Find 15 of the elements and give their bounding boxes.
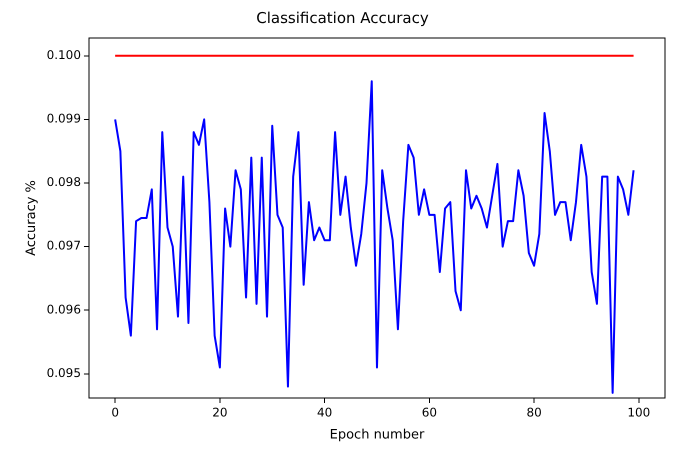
x-tick-label: 80 [526, 405, 542, 420]
y-tick-label: 0.099 [46, 112, 81, 126]
x-axis-title: Epoch number [330, 428, 425, 443]
y-axis-title: Accuracy % [24, 180, 40, 256]
y-tick-label: 0.097 [46, 238, 81, 253]
chart-title: Classification Accuracy [256, 8, 429, 27]
y-tick-label: 0.098 [46, 175, 81, 190]
x-tick-label: 100 [627, 405, 650, 420]
x-tick-label: 0 [111, 405, 119, 420]
x-tick-label: 60 [422, 405, 437, 420]
y-tick-label: 0.100 [46, 48, 81, 62]
y-tick-label: 0.095 [46, 366, 81, 380]
y-tick-label: 0.096 [46, 302, 81, 316]
x-tick-label: 40 [316, 405, 332, 420]
x-tick-label: 20 [212, 405, 228, 420]
